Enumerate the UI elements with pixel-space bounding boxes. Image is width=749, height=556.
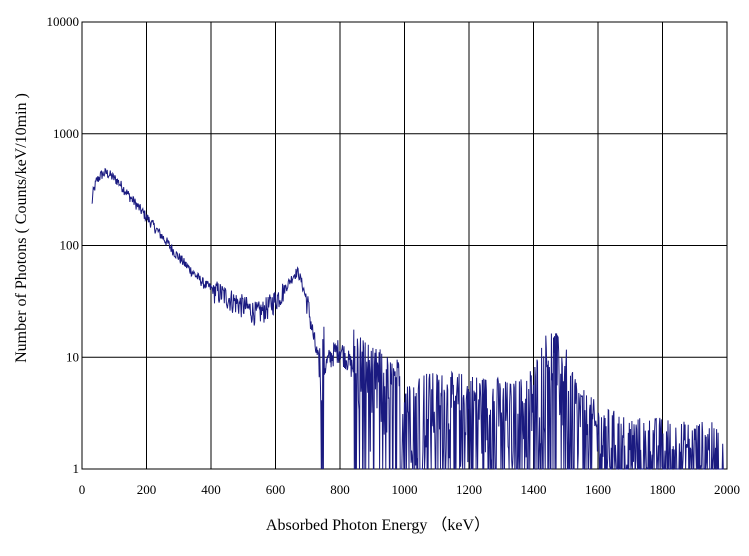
series-line bbox=[91, 167, 724, 470]
x-tick-label: 0 bbox=[79, 482, 86, 497]
y-tick-labels: 1 10 100 1000 10000 bbox=[47, 14, 80, 476]
x-tick-label: 200 bbox=[137, 482, 157, 497]
series-group bbox=[91, 167, 724, 470]
x-tick-label: 1200 bbox=[456, 482, 482, 497]
x-tick-label: 1800 bbox=[650, 482, 676, 497]
x-tick-label: 400 bbox=[201, 482, 221, 497]
y-axis-label: Number of Photons ( Counts/keV/10min ) bbox=[13, 93, 30, 363]
x-tick-label: 1000 bbox=[392, 482, 418, 497]
y-tick-label: 1 bbox=[73, 461, 80, 476]
y-tick-label: 10000 bbox=[47, 14, 80, 29]
y-tick-label: 100 bbox=[60, 238, 80, 253]
y-tick-label: 10 bbox=[66, 349, 79, 364]
x-tick-label: 1400 bbox=[521, 482, 547, 497]
x-axis-label: Absorbed Photon Energy （keV） bbox=[266, 516, 490, 534]
y-tick-label: 1000 bbox=[53, 126, 79, 141]
x-tick-label: 600 bbox=[266, 482, 286, 497]
x-tick-label: 1600 bbox=[585, 482, 611, 497]
x-tick-label: 2000 bbox=[714, 482, 740, 497]
x-tick-label: 800 bbox=[330, 482, 350, 497]
x-tick-labels: 0 200 400 600 800 1000 1200 1400 1600 1800 2000 bbox=[79, 482, 740, 497]
